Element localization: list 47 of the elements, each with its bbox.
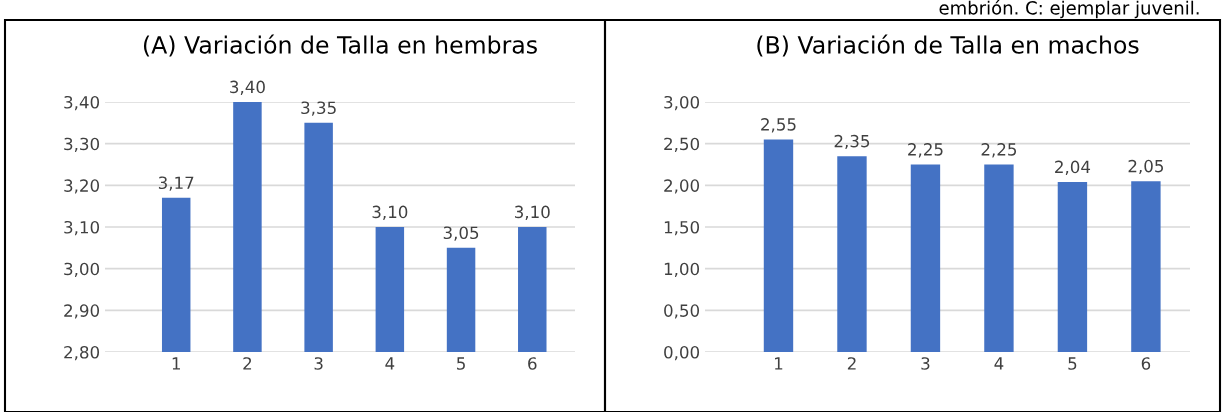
y-tick-label: 3,30 xyxy=(64,137,100,152)
x-tick-label: 6 xyxy=(1141,357,1151,370)
chart-title: (A) Variación de Talla en hembras xyxy=(143,34,537,57)
bar xyxy=(1131,181,1161,352)
y-tick-label: 3,10 xyxy=(64,220,100,236)
text: embrión. C: ejemplar juvenil. xyxy=(939,0,1199,19)
data-label: 3,10 xyxy=(514,205,550,220)
bar xyxy=(837,156,867,352)
y-tick-label: 0,50 xyxy=(664,304,700,319)
data-label: 2,04 xyxy=(1055,160,1091,175)
x-tick-label: 6 xyxy=(528,357,537,370)
x-tick-label: 3 xyxy=(314,357,323,370)
data-label: 3,35 xyxy=(301,101,336,116)
y-tick-label: 2,50 xyxy=(664,137,700,152)
data-label: 3,17 xyxy=(158,176,194,191)
x-tick-label: 2 xyxy=(847,357,856,370)
y-tick-label: 0,00 xyxy=(664,345,700,361)
x-tick-label: 2 xyxy=(243,357,252,370)
data-label: 2,55 xyxy=(761,118,796,133)
data-label: 2,05 xyxy=(1128,159,1164,175)
x-tick-label: 4 xyxy=(994,357,1004,370)
y-tick-label: 3,00 xyxy=(664,95,700,111)
y-tick-label: 3,40 xyxy=(64,95,100,111)
x-tick-label: 5 xyxy=(1068,357,1077,370)
bar xyxy=(763,139,794,352)
data-label: 2,25 xyxy=(908,143,943,158)
data-label: 2,35 xyxy=(834,134,870,150)
bar xyxy=(910,164,941,352)
x-tick-label: 1 xyxy=(172,357,180,370)
data-label: 3,10 xyxy=(372,205,408,220)
y-tick-label: 3,00 xyxy=(64,262,100,277)
x-tick-label: 1 xyxy=(775,357,783,370)
y-tick-label: 2,90 xyxy=(64,304,100,319)
x-tick-label: 4 xyxy=(385,357,395,370)
x-tick-label: 3 xyxy=(921,357,930,370)
data-label: 3,05 xyxy=(443,226,479,241)
y-tick-label: 2,80 xyxy=(64,345,100,361)
x-tick-label: 5 xyxy=(457,357,465,370)
y-tick-label: 3,20 xyxy=(64,179,100,194)
y-tick-label: 1,50 xyxy=(664,220,700,236)
data-label: 2,25 xyxy=(981,143,1017,158)
y-tick-label: 1,00 xyxy=(664,262,700,277)
y-tick-label: 2,00 xyxy=(664,179,700,194)
bar xyxy=(984,164,1014,352)
chart-title: (B) Variación de Talla en machos xyxy=(757,34,1139,57)
bar xyxy=(1057,182,1088,352)
data-label: 3,40 xyxy=(230,80,265,95)
